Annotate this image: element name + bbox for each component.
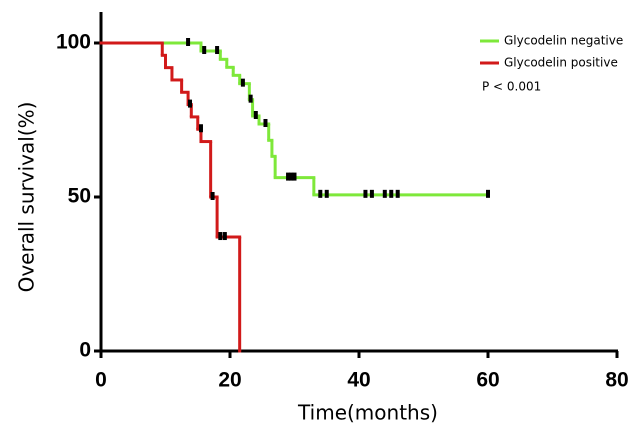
censor-mark: [222, 232, 227, 241]
legend-label: Glycodelin negative: [504, 34, 623, 48]
censor-mark: [324, 189, 329, 198]
censor-mark: [198, 124, 203, 133]
censor-mark: [286, 172, 291, 181]
censor-mark: [248, 94, 253, 103]
legend-label: Glycodelin positive: [504, 56, 618, 70]
censor-mark: [318, 189, 323, 198]
censor-mark: [188, 99, 193, 108]
censor-mark: [263, 119, 268, 128]
x-tick-label: 20: [218, 369, 241, 392]
censor-mark: [389, 189, 394, 198]
y-tick-label: 50: [68, 185, 91, 208]
censor-mark: [395, 189, 400, 198]
y-axis-label: Overall survival(%): [15, 102, 39, 293]
x-tick-label: 80: [605, 369, 628, 392]
censor-mark: [202, 46, 207, 55]
x-axis-label: Time(months): [297, 401, 438, 425]
censor-mark: [210, 192, 215, 200]
censor-mark: [363, 189, 368, 198]
annotation: P < 0.001: [482, 80, 541, 94]
censor-mark: [369, 189, 374, 198]
censor-mark: [215, 46, 220, 55]
x-tick-label: 60: [476, 369, 499, 392]
censor-mark: [486, 189, 490, 198]
x-tick-label: 40: [347, 369, 370, 392]
censor-mark: [186, 38, 191, 46]
y-tick-label: 100: [56, 31, 91, 54]
censor-mark: [253, 110, 258, 119]
censor-mark: [240, 78, 245, 87]
censor-mark: [289, 172, 294, 181]
y-tick-label: 0: [79, 339, 91, 362]
censor-mark: [292, 172, 297, 181]
x-tick-label: 0: [95, 369, 107, 392]
censor-mark: [382, 189, 387, 198]
censor-mark: [218, 232, 223, 241]
